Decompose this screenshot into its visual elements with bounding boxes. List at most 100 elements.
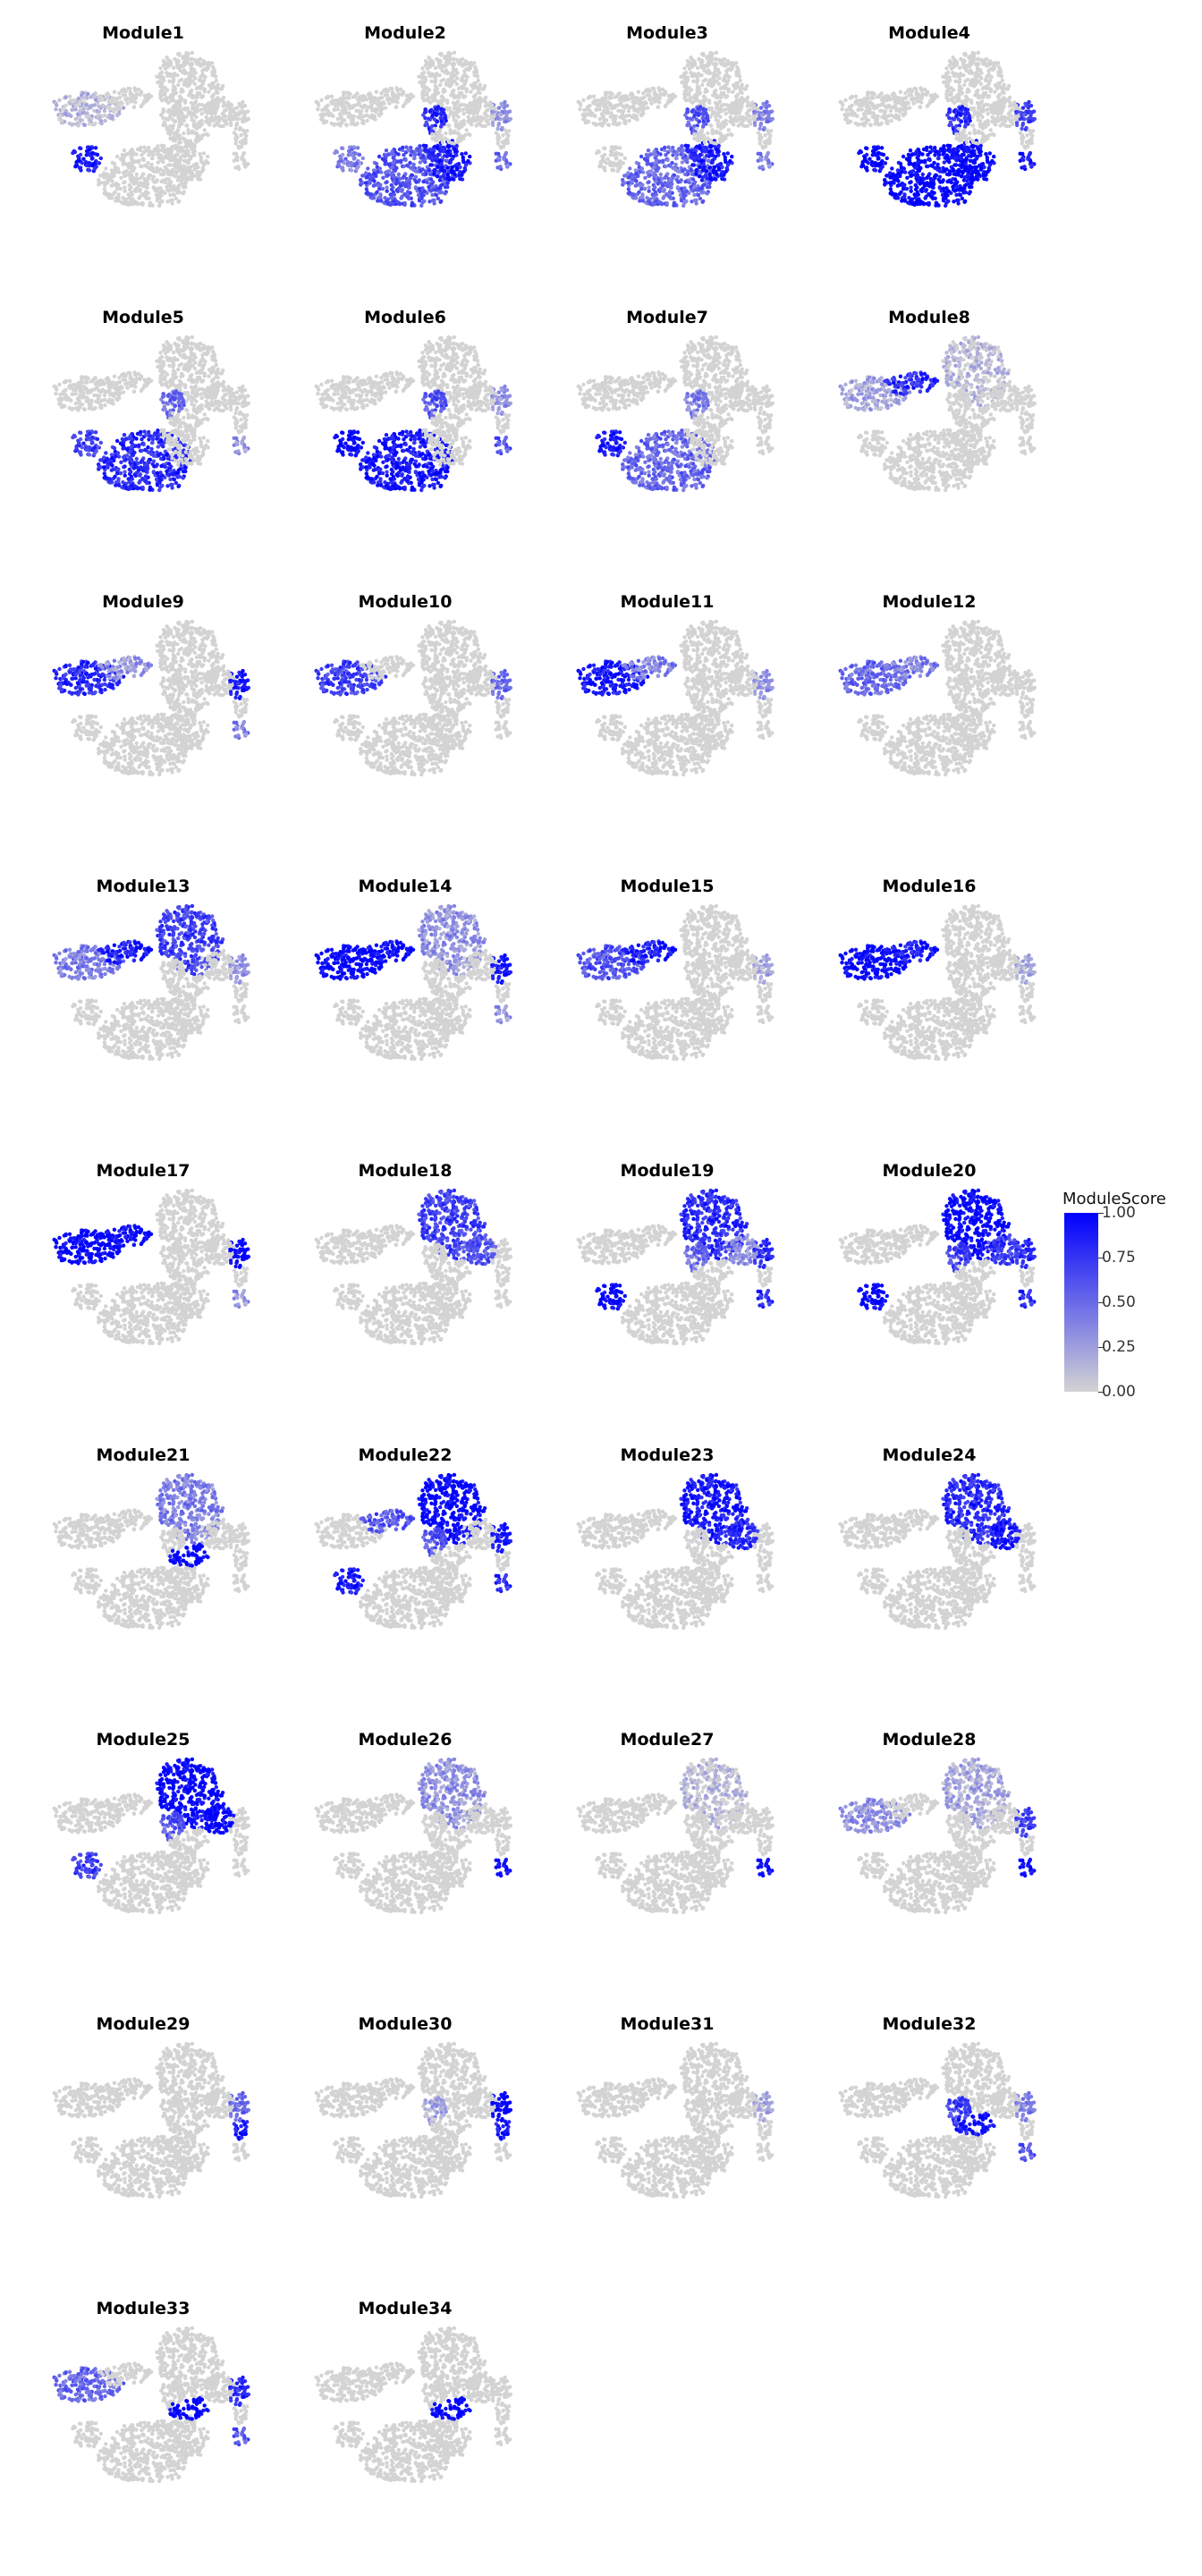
cell-point xyxy=(461,155,465,160)
cell-point xyxy=(242,104,248,108)
cell-point xyxy=(98,119,104,123)
cell-point xyxy=(433,78,438,82)
cell-point xyxy=(713,67,718,72)
module-panel: Module4 xyxy=(813,0,1045,259)
cell-point xyxy=(873,122,877,126)
panel-title: Module4 xyxy=(813,23,1045,43)
cell-point xyxy=(689,88,694,92)
cell-point xyxy=(694,117,698,122)
cell-point xyxy=(240,144,244,148)
cell-point xyxy=(699,60,704,64)
cell-point xyxy=(679,178,683,182)
cell-point xyxy=(158,84,163,89)
cell-point xyxy=(487,103,491,108)
cell-point xyxy=(97,116,101,121)
cell-point xyxy=(474,123,478,128)
module-panel: Module2 xyxy=(289,0,521,259)
cell-point xyxy=(346,148,351,154)
cell-point xyxy=(123,180,127,184)
umap-scatter xyxy=(314,50,513,208)
cell-point xyxy=(134,172,139,177)
cell-point xyxy=(81,157,86,161)
cell-point xyxy=(383,106,388,110)
cell-point xyxy=(691,79,696,83)
cell-point xyxy=(177,106,182,112)
cell-point xyxy=(734,72,739,78)
cell-point xyxy=(78,146,82,150)
cell-point xyxy=(170,126,175,131)
cell-point xyxy=(435,174,440,179)
cell-point xyxy=(84,148,89,154)
cell-point xyxy=(682,186,687,191)
cell-point xyxy=(442,122,446,126)
cell-point xyxy=(427,73,432,78)
cell-point xyxy=(220,116,224,121)
cell-point xyxy=(444,80,450,84)
cell-point xyxy=(420,84,425,89)
cell-point xyxy=(463,163,469,167)
cell-point xyxy=(723,64,727,68)
cell-point xyxy=(139,145,143,150)
cell-point xyxy=(692,63,698,67)
cell-point xyxy=(682,167,687,172)
cell-point xyxy=(241,119,247,123)
cell-point xyxy=(102,187,107,191)
cell-point xyxy=(698,196,703,201)
cell-point xyxy=(465,74,470,80)
cell-point xyxy=(143,190,148,194)
cell-point xyxy=(116,192,121,197)
cell-point xyxy=(628,166,632,171)
cell-point xyxy=(157,72,163,76)
cell-point xyxy=(486,107,490,113)
cell-point xyxy=(450,165,455,170)
cell-point xyxy=(710,109,715,114)
cell-point xyxy=(436,134,441,140)
cell-point xyxy=(738,78,742,83)
cell-point xyxy=(707,165,712,170)
cell-point xyxy=(427,116,431,121)
cell-point xyxy=(121,156,125,160)
cell-point xyxy=(646,148,651,153)
cell-point xyxy=(184,144,190,149)
cell-point xyxy=(606,111,611,115)
cell-point xyxy=(76,123,80,128)
cell-point xyxy=(984,102,988,107)
cell-point xyxy=(392,160,396,165)
cell-point xyxy=(354,161,359,165)
cell-point xyxy=(694,168,698,173)
cell-point xyxy=(603,97,608,101)
cell-point xyxy=(413,174,419,179)
cell-point xyxy=(421,154,426,158)
cell-point xyxy=(672,203,676,208)
cell-point xyxy=(625,104,630,108)
cell-point xyxy=(488,100,493,105)
cell-point xyxy=(381,175,385,180)
cell-point xyxy=(678,192,683,198)
cell-point xyxy=(494,158,498,163)
cell-point xyxy=(156,149,160,154)
cell-point xyxy=(119,100,123,105)
cell-point xyxy=(658,172,663,177)
cell-point xyxy=(445,165,450,170)
cell-point xyxy=(724,69,729,73)
cell-point xyxy=(449,93,453,97)
cell-point xyxy=(759,113,764,117)
cell-point xyxy=(379,91,384,96)
cell-point xyxy=(399,158,403,163)
cell-point xyxy=(365,174,369,180)
cell-point xyxy=(232,106,236,112)
cell-point xyxy=(621,94,625,99)
cell-point xyxy=(666,93,671,97)
cell-point xyxy=(431,153,436,157)
cell-point xyxy=(700,199,705,204)
cell-point xyxy=(578,107,582,112)
cell-point xyxy=(440,68,444,73)
cell-point xyxy=(610,91,614,97)
cell-point xyxy=(704,87,708,91)
cell-point xyxy=(158,172,164,176)
cell-point xyxy=(181,176,185,181)
cell-point xyxy=(445,184,450,190)
cell-point xyxy=(641,170,646,174)
cell-point xyxy=(165,109,170,114)
